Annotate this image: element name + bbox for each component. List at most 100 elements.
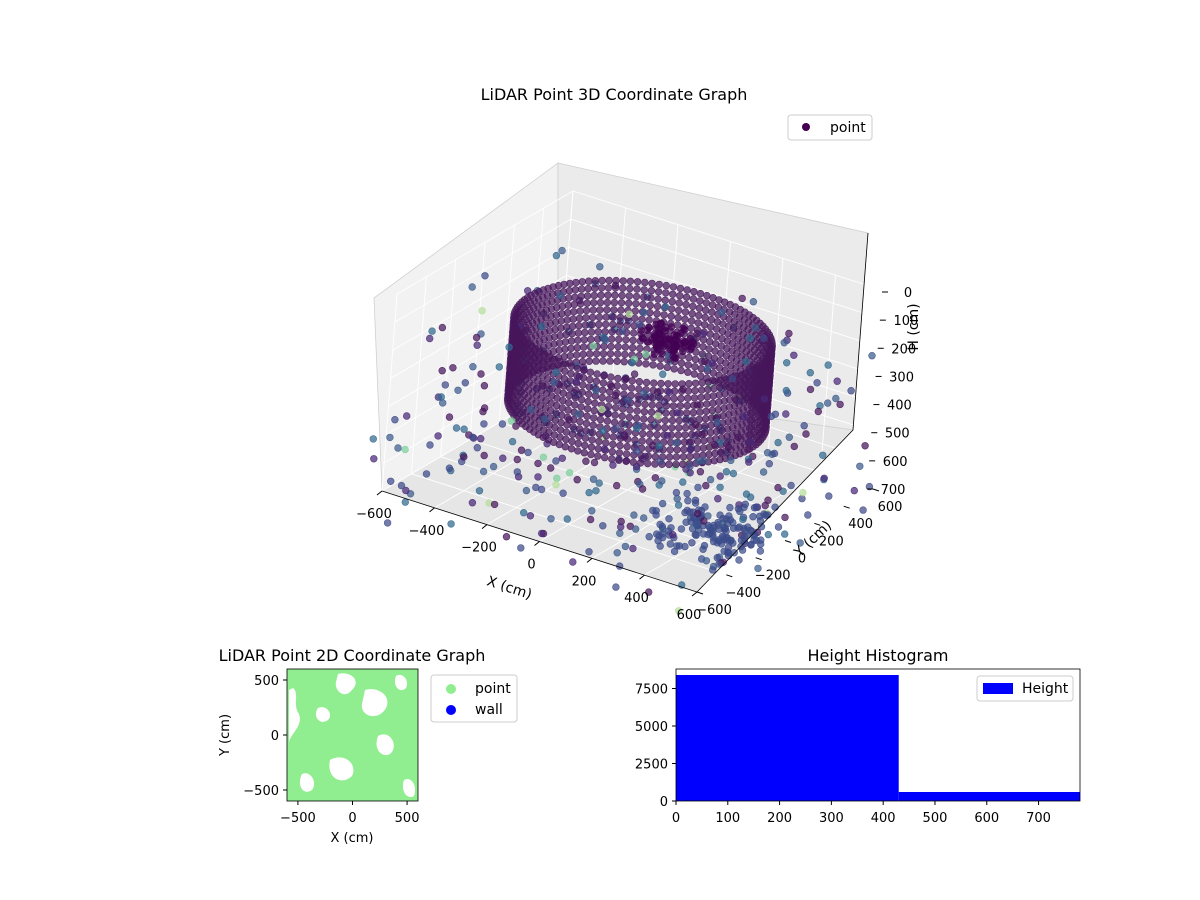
point-3d [693,401,701,409]
point-3d [638,430,647,438]
point-3d [757,522,766,531]
point-3d [723,536,732,545]
point-3d [586,368,595,376]
point-3d [687,430,696,439]
point-3d [617,419,626,428]
point-3d [675,299,683,307]
point-3d [741,500,749,508]
point-3d [386,433,394,442]
point-3d [573,344,581,352]
legend-marker-point [802,123,810,131]
point-3d [609,440,617,449]
x-axis-label-2d: X (cm) [331,831,374,846]
point-3d [589,299,598,307]
point-3d [782,410,790,418]
point-3d [661,416,669,425]
point-3d [541,415,549,423]
point-3d [677,366,685,375]
point-3d [662,409,670,417]
point-3d [614,335,623,344]
point-3d [696,289,705,298]
point-3d [597,291,605,299]
point-3d [682,409,691,417]
point-3d [559,489,567,497]
point-3d [468,499,477,507]
point-3d [667,323,676,331]
legend-label-point: point [830,120,866,136]
point-3d [438,367,446,375]
point-3d [680,438,689,446]
point-3d [604,291,612,299]
point-3d [646,301,654,310]
point-3d [596,263,604,271]
point-3d [635,321,644,329]
point-3d [796,539,804,547]
point-3d [612,424,620,433]
point-3d [814,407,822,416]
point-3d [607,373,615,381]
point-3d [836,400,844,409]
point-3d [573,476,581,484]
point-3d [703,291,711,300]
point-3d [667,524,675,532]
point-3d [567,362,576,370]
x-tick-label-hist: 0 [672,811,680,826]
point-3d [599,379,608,387]
point-3d [579,381,587,389]
point-3d [611,411,619,419]
point-3d [704,385,712,394]
point-3d [739,515,747,524]
point-3d [651,453,660,461]
point-3d [631,314,639,323]
point-3d [823,399,832,407]
point-3d [686,462,694,470]
point-3d [672,488,681,497]
point-3d [639,293,648,301]
point-3d [584,284,592,293]
point-3d [759,468,768,476]
point-3d [724,549,733,557]
x-tick [586,557,593,563]
point-3d [609,433,618,441]
point-3d [519,509,528,517]
point-3d [616,441,624,450]
point-3d [594,452,602,460]
point-3d [599,427,607,435]
point-3d [806,369,814,377]
point-3d [676,292,684,300]
point-3d [624,428,632,436]
point-3d [585,357,593,365]
point-3d [652,511,660,519]
y-tick [872,488,880,492]
point-3d [625,421,633,429]
point-3d [684,368,692,376]
point-3d [508,417,516,425]
point-3d [693,509,702,518]
x-tick-label: 400 [624,591,649,606]
point-3d [824,361,832,369]
y-tick-label: 400 [848,517,873,532]
point-3d [580,336,588,344]
legend-marker-point-2d [446,684,456,694]
point-3d [626,406,634,414]
point-3d [760,395,769,403]
point-3d [689,302,697,311]
x-tick-label-hist: 100 [715,811,740,826]
y-tick-label-2d: 0 [271,729,279,744]
grid-line [498,225,515,423]
point-3d [397,481,406,490]
point-3d [570,308,578,316]
x-tick-label: 600 [677,608,702,623]
point-3d [666,446,674,454]
point-3d [537,322,546,331]
point-3d [638,437,646,445]
point-3d [579,374,588,382]
point-3d [668,424,676,432]
point-3d [648,279,656,288]
point-3d [670,547,679,556]
point-3d [469,433,477,441]
point-3d [813,379,821,387]
point-3d [695,415,703,424]
point-3d [460,453,468,461]
point-3d [703,393,711,401]
